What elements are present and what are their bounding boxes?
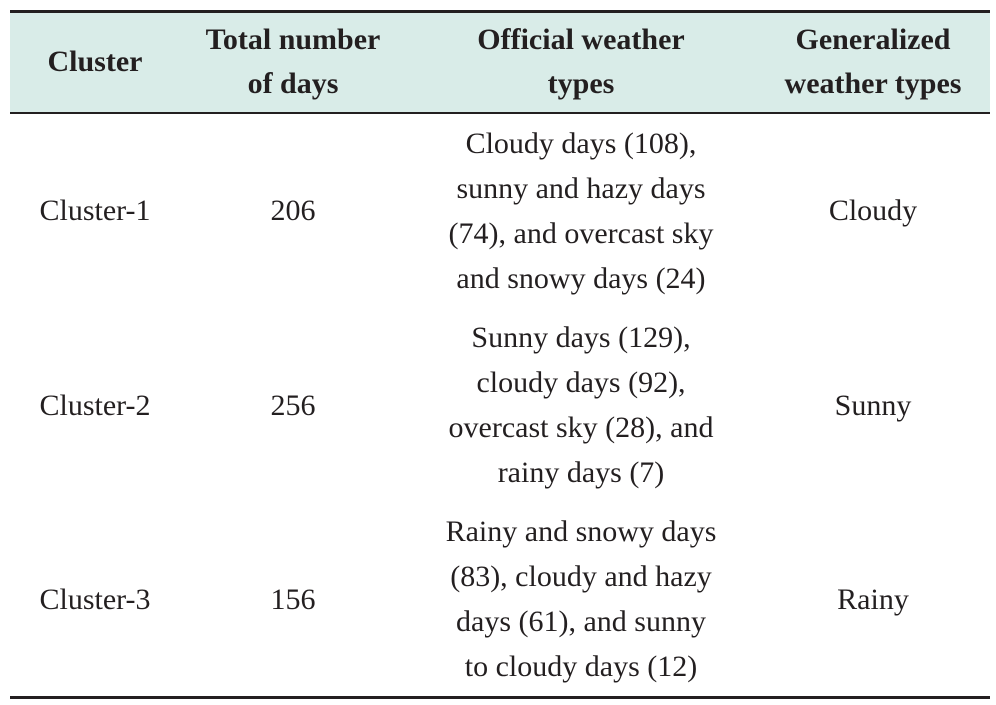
cell-official-types: Sunny days (129), cloudy days (92), over… <box>406 308 756 503</box>
cell-cluster: Cluster-1 <box>39 194 151 227</box>
table-row: Cluster-1 206 Cloudy days (108), sunny a… <box>10 113 990 308</box>
cell-official-types: Rainy and snowy days (83), cloudy and ha… <box>406 503 756 698</box>
official-types-line: overcast sky (28), and <box>448 411 714 444</box>
official-types-line: to cloudy days (12) <box>464 650 698 684</box>
official-types-line: cloudy days (92), <box>476 366 686 399</box>
header-official-types-line: Official weather <box>477 23 685 57</box>
header-total-days-line: Total number <box>205 23 381 57</box>
official-types-line: Rainy and snowy days <box>445 515 717 549</box>
cell-cluster: Cluster-3 <box>39 582 151 616</box>
cell-total-days: 206 <box>270 194 316 227</box>
cell-generalized-type: Sunny <box>834 388 912 422</box>
official-types-line: and snowy days (24) <box>456 261 706 295</box>
header-official-types: Official weather types <box>406 12 756 113</box>
header-row: Cluster Total number of days Official we… <box>10 11 990 113</box>
header-total-days-line: of days <box>247 67 339 101</box>
cell-official-types: Cloudy days (108), sunny and hazy days (… <box>406 113 756 308</box>
official-types-line: days (61), and sunny <box>456 605 706 639</box>
cell-cluster: Cluster-2 <box>39 388 151 422</box>
table-row: Cluster-2 256 Sunny days (129), cloudy d… <box>10 308 990 503</box>
official-types-line: Sunny days (129), <box>471 321 691 354</box>
table-row: Cluster-3 156 Rainy and snowy days (83),… <box>10 503 990 698</box>
header-total-days: Total number of days <box>180 12 406 113</box>
official-types-line: rainy days (7) <box>497 456 665 489</box>
table-body: Cluster-1 206 Cloudy days (108), sunny a… <box>10 113 990 698</box>
official-types-line: sunny and hazy days <box>456 171 706 205</box>
header-official-types-line: types <box>547 67 615 101</box>
cell-generalized-type: Rainy <box>837 582 909 616</box>
official-types-line: Cloudy days (108), <box>465 126 697 160</box>
cell-total-days: 256 <box>270 388 316 422</box>
header-generalized-types-line: weather types <box>784 67 962 101</box>
weather-cluster-table: Cluster Total number of days Official we… <box>10 10 990 699</box>
official-types-line: (83), cloudy and hazy <box>450 560 712 594</box>
header-cluster: Cluster <box>10 12 180 113</box>
header-cluster-line: Cluster <box>47 45 143 79</box>
header-generalized-types-line: Generalized <box>795 23 951 57</box>
cell-generalized-type: Cloudy <box>828 194 918 227</box>
official-types-line: (74), and overcast sky <box>448 216 714 250</box>
cell-total-days: 156 <box>270 582 316 616</box>
table-header: Cluster Total number of days Official we… <box>10 11 990 113</box>
header-generalized-types: Generalized weather types <box>756 12 990 113</box>
